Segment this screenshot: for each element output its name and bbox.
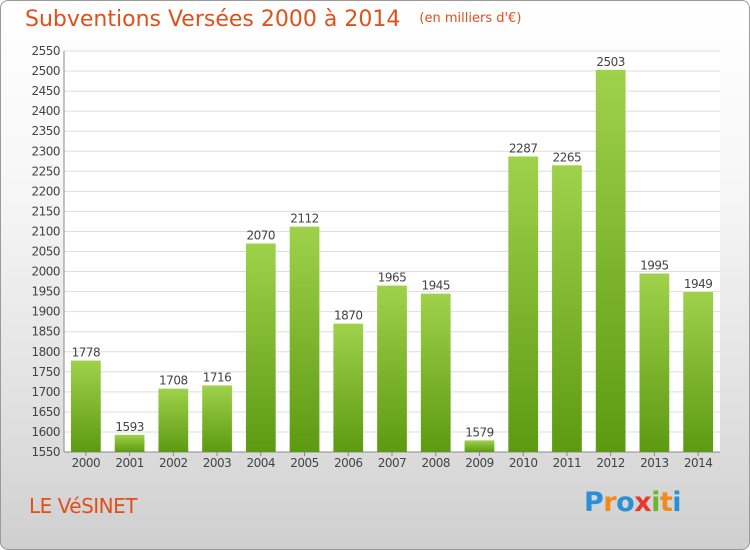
bar [377, 285, 407, 452]
logo-letter: i [651, 487, 660, 518]
y-tick-label: 2050 [31, 245, 60, 259]
bar [333, 323, 364, 452]
y-tick-label: 2200 [31, 184, 60, 198]
logo-letter: r [603, 487, 617, 518]
bar-value-label: 2287 [509, 141, 538, 155]
bar-value-label: 1945 [421, 279, 450, 293]
logo-letter: i [672, 487, 682, 518]
bar-value-label: 2070 [247, 228, 276, 242]
y-tick-label: 2000 [31, 265, 60, 279]
bar-value-label: 2112 [290, 212, 319, 226]
bar [420, 293, 451, 452]
bar [552, 165, 582, 452]
x-tick-label: 2001 [115, 456, 144, 470]
y-tick-label: 2300 [31, 144, 60, 158]
x-tick-label: 2011 [553, 456, 582, 470]
logo-letter: t [659, 487, 673, 518]
bar-value-label: 1708 [159, 374, 188, 388]
y-tick-label: 1950 [31, 285, 60, 299]
y-tick-label: 2350 [31, 124, 60, 138]
bar-value-label: 2503 [596, 55, 625, 69]
chart-title: Subventions Versées 2000 à 2014 [25, 7, 401, 32]
y-tick-label: 2550 [31, 44, 60, 58]
x-tick-label: 2004 [247, 456, 276, 470]
commune-name: LE VéSINET [29, 494, 137, 518]
y-tick-label: 2100 [31, 224, 60, 238]
y-tick-label: 2450 [31, 84, 60, 98]
logo-letter: o [616, 487, 635, 518]
y-tick-label: 1700 [31, 385, 60, 399]
bar-value-label: 1995 [640, 259, 669, 273]
bar-value-label: 1949 [684, 277, 713, 291]
y-tick-label: 1850 [31, 325, 60, 339]
x-tick-label: 2008 [421, 456, 450, 470]
bar-value-label: 1593 [115, 420, 144, 434]
y-tick-label: 1650 [31, 405, 60, 419]
bar [158, 388, 189, 452]
logo-letter: x [634, 487, 652, 518]
bar [70, 360, 101, 452]
x-tick-label: 2000 [72, 456, 101, 470]
bar-value-label: 1965 [378, 271, 407, 285]
x-tick-label: 2006 [334, 456, 363, 470]
y-tick-label: 1550 [31, 445, 60, 459]
bar [245, 243, 276, 452]
y-tick-label: 1750 [31, 365, 60, 379]
bar-value-label: 1870 [334, 309, 363, 323]
x-tick-label: 2007 [378, 456, 407, 470]
bar [639, 273, 670, 452]
y-tick-label: 1800 [31, 345, 60, 359]
x-tick-label: 2014 [684, 456, 713, 470]
x-tick-label: 2002 [159, 456, 188, 470]
logo-letter: P [584, 487, 604, 518]
x-tick-label: 2010 [509, 456, 538, 470]
chart-header: Subventions Versées 2000 à 2014 (en mill… [25, 7, 521, 32]
bar [508, 156, 539, 452]
x-tick-label: 2005 [290, 456, 319, 470]
y-tick-label: 2400 [31, 104, 60, 118]
proxiti-logo: Proxiti [584, 487, 682, 518]
bar-value-label: 2265 [553, 150, 582, 164]
bar [114, 434, 145, 452]
y-tick-label: 2150 [31, 204, 60, 218]
bar-value-label: 1579 [465, 425, 494, 439]
bar [202, 385, 232, 452]
y-tick-label: 2250 [31, 164, 60, 178]
x-tick-label: 2003 [203, 456, 232, 470]
x-tick-label: 2013 [640, 456, 669, 470]
bar [595, 69, 626, 453]
x-tick-label: 2009 [465, 456, 494, 470]
bar [683, 292, 714, 452]
bar [289, 226, 320, 452]
y-tick-label: 1900 [31, 305, 60, 319]
y-tick-label: 2500 [31, 64, 60, 78]
bar-value-label: 1778 [72, 346, 101, 360]
chart-subtitle: (en milliers d'€) [419, 11, 522, 26]
x-tick-label: 2012 [596, 456, 625, 470]
bar-value-label: 1716 [203, 370, 232, 384]
y-tick-label: 1600 [31, 425, 60, 439]
bar [464, 440, 495, 452]
